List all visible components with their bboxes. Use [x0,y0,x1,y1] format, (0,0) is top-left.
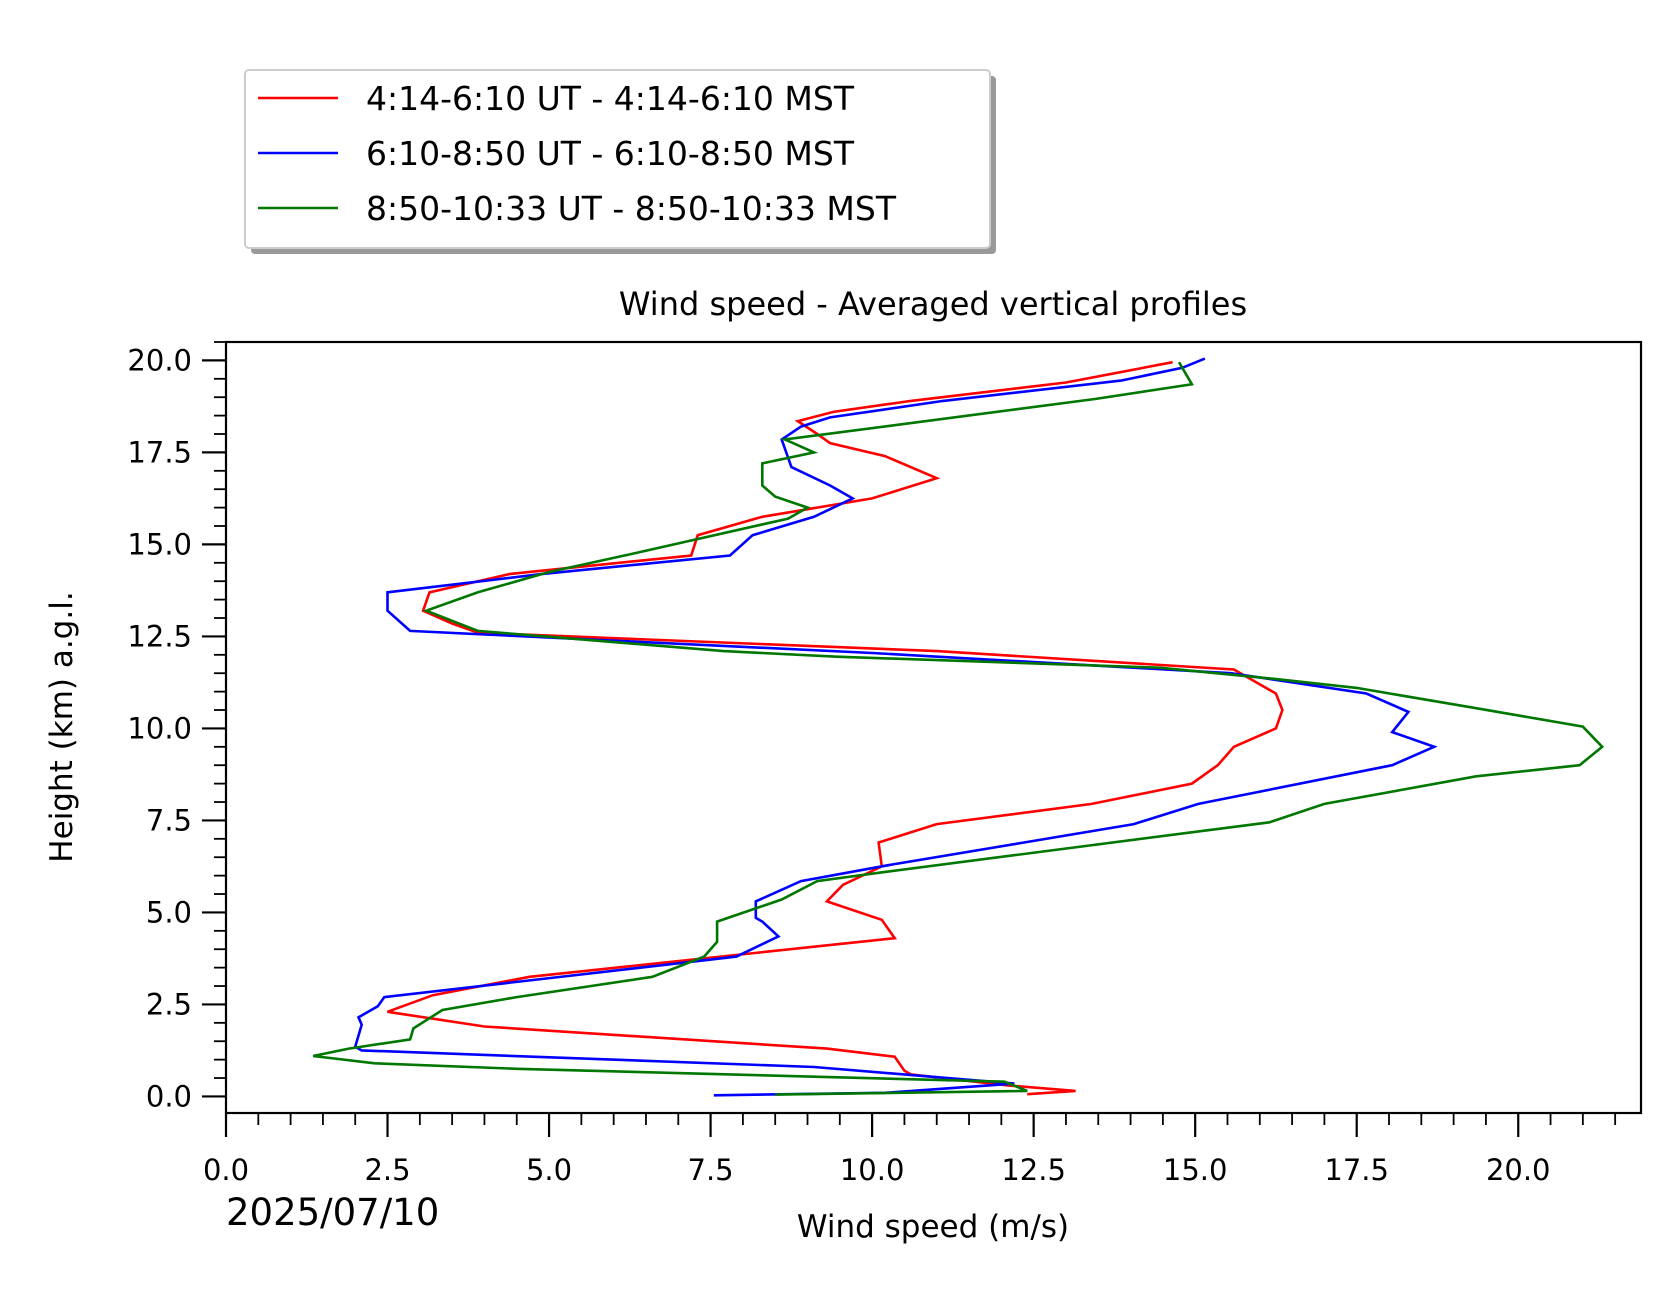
y-tick-label: 17.5 [127,435,192,469]
y-tick-label: 15.0 [127,527,192,561]
y-tick-label: 12.5 [127,619,192,653]
y-tick-label: 20.0 [127,343,192,377]
legend-label-3: 8:50-10:33 UT - 8:50-10:33 MST [366,189,897,228]
series-layer [312,357,1605,1097]
x-tick-label: 5.0 [526,1153,572,1187]
x-tick-label: 20.0 [1486,1153,1551,1187]
plot-frame [224,340,1643,1115]
legend-label-2: 6:10-8:50 UT - 6:10-8:50 MST [366,134,855,173]
x-axis: 0.0 2.5 5.0 7.5 10.0 12.5 15.0 17.5 20.0 [203,1113,1617,1187]
legend: 4:14-6:10 UT - 4:14-6:10 MST 6:10-8:50 UT… [244,69,996,254]
x-tick-label: 7.5 [688,1153,734,1187]
x-axis-label: Wind speed (m/s) [797,1209,1069,1245]
x-tick-label: 2.5 [364,1153,410,1187]
x-tick-label: 10.0 [840,1153,905,1187]
y-tick-label: 2.5 [146,987,192,1021]
series-line-1 [387,360,1284,1096]
legend-label-1: 4:14-6:10 UT - 4:14-6:10 MST [366,79,855,118]
x-tick-label: 15.0 [1163,1153,1228,1187]
y-tick-label: 5.0 [146,895,192,929]
y-axis-label: Height (km) a.g.l. [44,591,80,862]
chart-title: Wind speed - Averaged vertical profiles [619,285,1247,323]
x-tick-label: 17.5 [1324,1153,1389,1187]
legend-box [244,69,991,249]
series-line-3 [312,361,1605,1096]
x-tick-label: 12.5 [1001,1153,1066,1187]
y-tick-label: 10.0 [127,711,192,745]
x-tick-label: 0.0 [203,1153,249,1187]
y-axis: 0.0 2.5 5.0 7.5 10.0 12.5 15.0 17.5 20.0 [127,341,226,1113]
series-line-2 [353,357,1438,1097]
y-tick-label: 0.0 [146,1079,192,1113]
date-label: 2025/07/10 [226,1191,439,1234]
y-tick-label: 7.5 [146,803,192,837]
